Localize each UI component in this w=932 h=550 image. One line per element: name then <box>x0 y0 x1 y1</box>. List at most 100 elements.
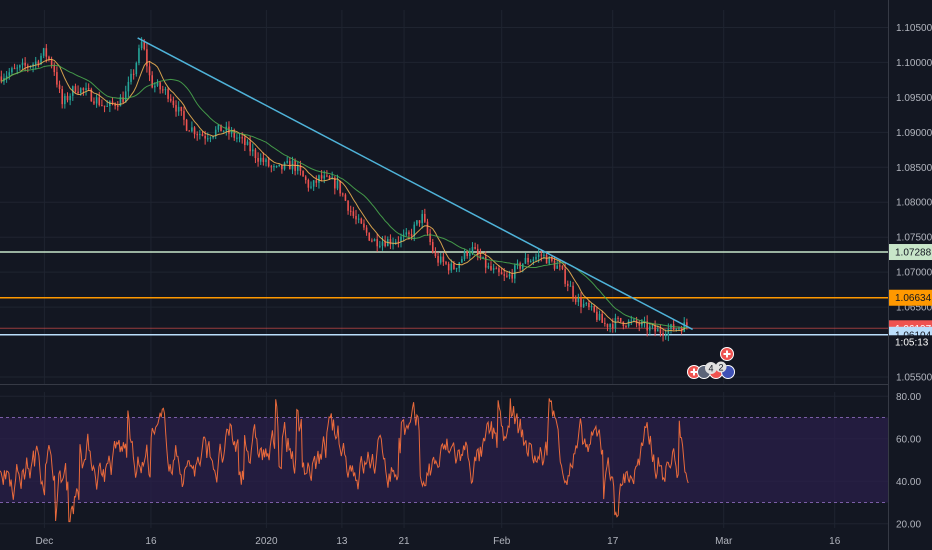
candle-body <box>394 241 397 244</box>
candle-body <box>93 101 95 104</box>
candle-body <box>675 328 678 330</box>
candle-body <box>492 268 495 270</box>
candle-body <box>577 297 580 303</box>
candle-body <box>445 261 447 264</box>
candle-body <box>514 265 516 279</box>
event-count-bubble[interactable] <box>715 361 727 373</box>
time-tick-label: 17 <box>607 536 619 547</box>
time-tick-label: Feb <box>493 536 511 547</box>
candle-body <box>373 239 376 242</box>
candle-body <box>21 62 24 66</box>
candle-body <box>199 134 201 136</box>
candle-body <box>77 91 79 93</box>
candle-body <box>90 89 93 102</box>
candle-body <box>357 218 360 220</box>
candle-body <box>633 319 635 321</box>
candle-body <box>413 224 416 237</box>
candle-body <box>418 220 421 224</box>
rsi-tick-label: 40.00 <box>896 477 921 488</box>
candle-body <box>434 252 437 257</box>
candle-body <box>551 256 553 261</box>
price-tick-label: 1.05500 <box>896 373 932 384</box>
candle-body <box>553 260 556 269</box>
candle-body <box>193 127 196 135</box>
candle-body <box>64 95 66 105</box>
candle-body <box>678 328 680 330</box>
candle-body <box>363 223 365 228</box>
candle-body <box>376 239 378 247</box>
candle-body <box>548 256 551 264</box>
candle-body <box>315 180 318 183</box>
candle-body <box>16 67 18 69</box>
time-tick-label: 16 <box>829 536 841 547</box>
candle-body <box>437 256 439 263</box>
candle-body <box>339 180 341 194</box>
candle-body <box>543 254 545 256</box>
candle-body <box>124 91 127 103</box>
candle-body <box>611 324 614 329</box>
candle-body <box>424 213 426 222</box>
candle-body <box>347 200 349 211</box>
candle-body <box>598 313 601 320</box>
candle-body <box>130 73 132 82</box>
level-price-badge[interactable] <box>889 289 932 306</box>
candle-body <box>48 56 50 59</box>
candle-body <box>230 131 233 134</box>
candle-body <box>222 130 225 132</box>
candle-body <box>183 111 185 120</box>
level-price-badge[interactable] <box>889 244 932 261</box>
candle-body <box>439 256 442 263</box>
candle-body <box>659 329 662 334</box>
candle-body <box>169 98 172 101</box>
candle-body <box>32 64 34 67</box>
time-tick-label: Dec <box>36 536 54 547</box>
candle-body <box>334 177 336 189</box>
candle-body <box>662 333 664 336</box>
candle-body <box>495 268 498 270</box>
candle-body <box>56 72 58 85</box>
candle-body <box>384 241 386 247</box>
candle-body <box>537 254 540 257</box>
candle-body <box>103 105 106 107</box>
descending-trendline[interactable] <box>137 37 693 331</box>
candle-body <box>355 215 357 220</box>
candle-body <box>34 61 37 65</box>
candle-body <box>191 127 193 132</box>
candle-body <box>249 141 251 152</box>
candle-body <box>328 176 331 180</box>
candle-body <box>154 85 156 88</box>
horizontal-levels[interactable] <box>0 251 888 336</box>
candle-body <box>569 285 572 287</box>
candle-body <box>405 232 408 235</box>
candle-body <box>601 313 603 323</box>
event-count-bubble[interactable] <box>705 362 717 374</box>
candle-body <box>214 129 217 137</box>
candle-body <box>614 317 617 329</box>
candle-body <box>220 124 222 132</box>
candle-body <box>479 254 482 259</box>
candle-body <box>466 251 468 256</box>
candle-body <box>545 254 548 264</box>
candle-body <box>381 241 384 246</box>
candle-body <box>312 180 315 187</box>
candle-body <box>664 335 667 337</box>
price-tick-label: 1.07000 <box>896 268 932 279</box>
candle-body <box>397 241 400 243</box>
price-axis-background[interactable] <box>889 0 932 550</box>
rsi-line <box>0 398 689 523</box>
candle-body <box>580 297 582 307</box>
candle-body <box>156 82 159 86</box>
candle-body <box>164 89 167 91</box>
candle-body <box>42 48 45 56</box>
axes[interactable]: 1.10500 1.10000 1.09500 1.09000 1.08500 1.080… <box>36 0 932 550</box>
trendline-group[interactable] <box>137 37 693 331</box>
candle-body <box>416 220 418 225</box>
candlestick-series <box>0 37 688 342</box>
candle-body <box>535 256 537 260</box>
candle-body <box>484 256 487 268</box>
candle-body <box>686 322 688 326</box>
candle-body <box>426 221 429 234</box>
